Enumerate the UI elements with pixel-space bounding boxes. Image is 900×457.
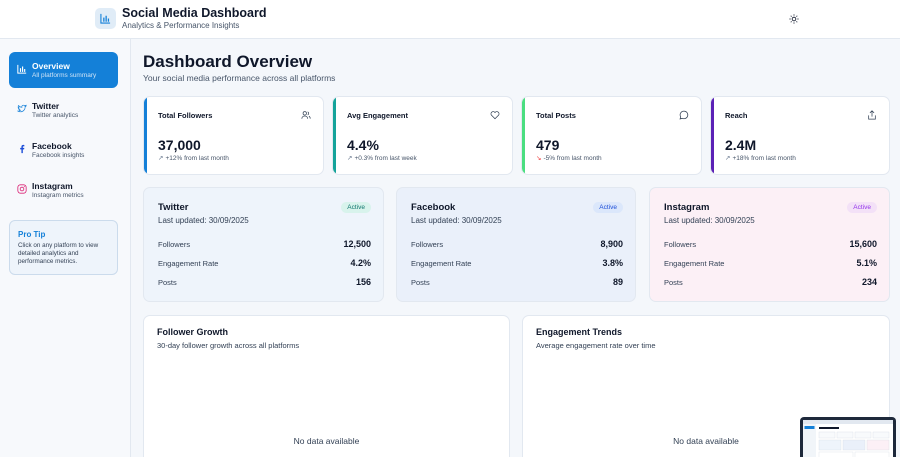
metric-row-posts: Posts 234 (664, 277, 877, 287)
chart-card-follower-growth: Follower Growth 30-day follower growth a… (143, 315, 510, 457)
card-accent (333, 97, 336, 174)
stat-value: 479 (536, 137, 560, 153)
app-header: Social Media Dashboard Analytics & Perfo… (0, 0, 900, 39)
metric-row-followers: Followers 8,900 (411, 239, 623, 249)
metric-row-engagement: Engagement Rate 3.8% (411, 258, 623, 268)
card-accent (711, 97, 714, 174)
app-subtitle: Analytics & Performance Insights (122, 21, 240, 30)
stat-card-reach: Reach 2.4M ↗ +18% from last month (710, 96, 890, 175)
metric-row-followers: Followers 12,500 (158, 239, 371, 249)
stat-value: 2.4M (725, 137, 757, 153)
page-subtitle: Your social media performance across all… (143, 73, 336, 83)
bar-chart-icon (95, 8, 116, 29)
platform-name: Instagram (664, 202, 710, 213)
sidebar-item-overview[interactable]: Overview All platforms summary (9, 52, 118, 88)
stat-change: ↗ +18% from last month (725, 155, 796, 162)
stat-card-total-posts: Total Posts 479 ↘ -5% from last month (521, 96, 702, 175)
last-updated: Last updated: 30/09/2025 (411, 216, 502, 225)
sun-icon (789, 14, 799, 24)
card-accent (522, 97, 525, 174)
last-updated: Last updated: 30/09/2025 (664, 216, 755, 225)
stat-value: 37,000 (158, 137, 201, 153)
preview-image (803, 420, 893, 457)
instagram-icon (17, 184, 27, 194)
app-title: Social Media Dashboard (122, 6, 267, 20)
platform-card-twitter[interactable]: Twitter Active Last updated: 30/09/2025 … (143, 187, 384, 302)
sidebar-item-label: Twitter (32, 101, 60, 111)
sidebar: Overview All platforms summary Twitter T… (0, 39, 131, 457)
platform-name: Twitter (158, 202, 189, 213)
share-icon (868, 110, 876, 120)
message-icon (679, 110, 689, 120)
sidebar-item-twitter[interactable]: Twitter Twitter analytics (9, 92, 118, 128)
users-icon (301, 111, 311, 119)
heart-icon (490, 111, 500, 120)
empty-state: No data available (293, 436, 360, 446)
stat-value: 4.4% (347, 137, 379, 153)
sidebar-item-sub: Instagram metrics (32, 192, 84, 199)
sidebar-item-sub: All platforms summary (32, 72, 97, 79)
card-accent (144, 97, 147, 174)
trend-up-icon: ↗ (347, 155, 353, 162)
page-title: Dashboard Overview (143, 52, 313, 71)
bar-chart-icon (17, 64, 27, 74)
metric-row-engagement: Engagement Rate 4.2% (158, 258, 371, 268)
chart-title: Engagement Trends (536, 327, 623, 337)
screen-preview-thumbnail[interactable] (800, 417, 896, 457)
chart-subtitle: Average engagement rate over time (536, 341, 656, 350)
pro-tip-title: Pro Tip (18, 230, 46, 239)
sidebar-item-sub: Twitter analytics (32, 112, 79, 119)
trend-down-icon: ↘ (536, 155, 542, 162)
last-updated: Last updated: 30/09/2025 (158, 216, 249, 225)
stat-change: ↗ +0.3% from last week (347, 155, 417, 162)
sidebar-item-label: Overview (32, 61, 70, 71)
twitter-icon (17, 104, 27, 113)
stat-change: ↗ +12% from last month (158, 155, 229, 162)
stat-label: Total Followers (158, 111, 213, 120)
stat-change: ↘ -5% from last month (536, 155, 602, 162)
stat-label: Reach (725, 111, 748, 120)
sidebar-item-label: Facebook (32, 141, 72, 151)
metric-row-followers: Followers 15,600 (664, 239, 877, 249)
trend-up-icon: ↗ (725, 155, 731, 162)
stat-label: Avg Engagement (347, 111, 408, 120)
sidebar-item-label: Instagram (32, 181, 73, 191)
platform-card-facebook[interactable]: Facebook Active Last updated: 30/09/2025… (396, 187, 636, 302)
theme-toggle-button[interactable] (786, 11, 802, 27)
facebook-icon (20, 144, 25, 154)
sidebar-item-instagram[interactable]: Instagram Instagram metrics (9, 172, 118, 208)
pro-tip-text: Click on any platform to view detailed a… (18, 242, 99, 265)
sidebar-item-sub: Facebook insights (32, 152, 85, 159)
metric-row-engagement: Engagement Rate 5.1% (664, 258, 877, 268)
platform-name: Facebook (411, 202, 456, 213)
chart-title: Follower Growth (157, 327, 228, 337)
status-badge: Active (593, 202, 623, 213)
status-badge: Active (341, 202, 371, 213)
chart-subtitle: 30-day follower growth across all platfo… (157, 341, 300, 350)
metric-row-posts: Posts 89 (411, 277, 623, 287)
empty-state: No data available (673, 436, 739, 446)
stat-card-avg-engagement: Avg Engagement 4.4% ↗ +0.3% from last wee… (332, 96, 513, 175)
stat-label: Total Posts (536, 111, 576, 120)
status-badge: Active (847, 202, 877, 213)
metric-row-posts: Posts 156 (158, 277, 371, 287)
pro-tip-card: Pro Tip Click on any platform to view de… (9, 220, 118, 275)
trend-up-icon: ↗ (158, 155, 164, 162)
stat-card-total-followers: Total Followers 37,000 ↗ +12% from last m… (143, 96, 324, 175)
platform-card-instagram[interactable]: Instagram Active Last updated: 30/09/202… (649, 187, 890, 302)
sidebar-item-facebook[interactable]: Facebook Facebook insights (9, 132, 118, 168)
